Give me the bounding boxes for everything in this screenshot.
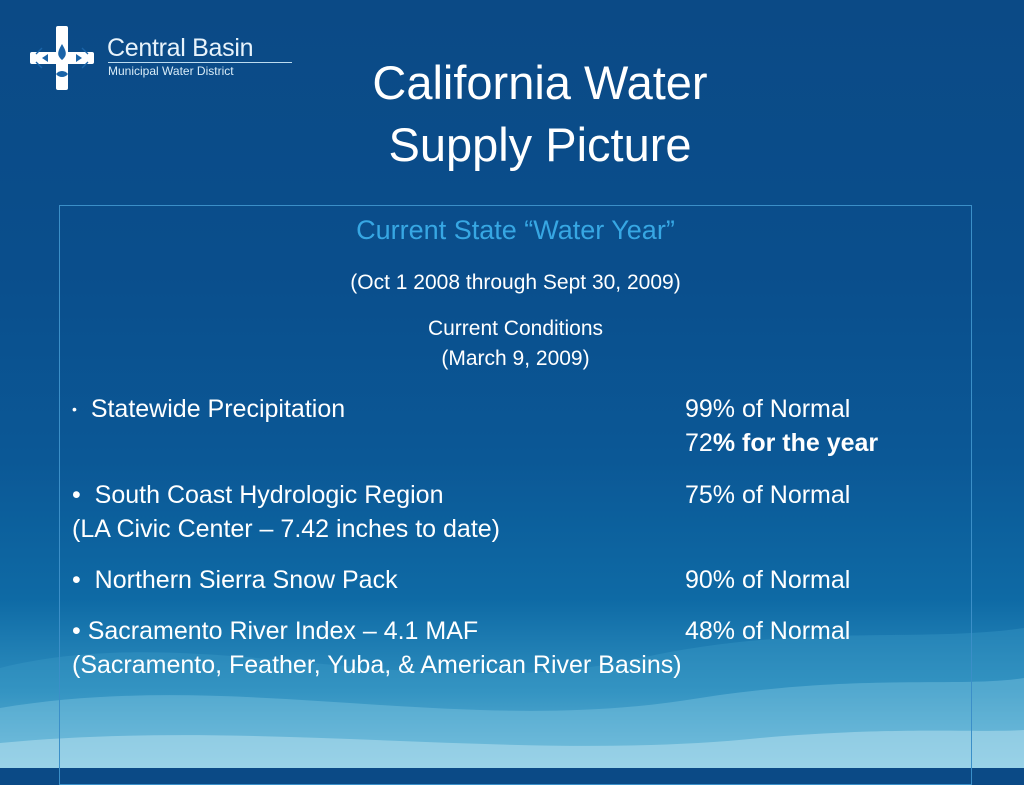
logo-divider: [108, 62, 292, 63]
list-item-value: 75% of Normal: [685, 481, 851, 509]
list-item-label: • Sacramento River Index – 4.1 MAF: [72, 617, 479, 645]
list-item-label: • Northern Sierra Snow Pack: [72, 566, 398, 594]
water-district-emblem-icon: [30, 26, 94, 90]
bullet-icon: •: [72, 617, 81, 645]
slide-title-line-1: California Water: [372, 56, 708, 109]
district-logo: Central Basin Municipal Water District: [28, 22, 292, 94]
water-year-period: (Oct 1 2008 through Sept 30, 2009): [350, 271, 681, 294]
list-item-note: (Sacramento, Feather, Yuba, & American R…: [72, 651, 682, 679]
list-item-value: 48% of Normal: [685, 617, 851, 645]
logo-subtitle: Municipal Water District: [108, 64, 234, 78]
list-item-note: (LA Civic Center – 7.42 inches to date): [72, 515, 501, 543]
bullet-icon: •: [72, 401, 77, 417]
list-item-value: 90% of Normal: [685, 566, 851, 594]
conditions-date: (March 9, 2009): [441, 347, 590, 370]
bullet-icon: •: [72, 481, 81, 509]
slide-title-line-2: Supply Picture: [388, 118, 692, 171]
list-item-label: • Statewide Precipitation: [72, 395, 346, 423]
logo-name: Central Basin: [107, 34, 254, 62]
bullet-icon: •: [72, 566, 81, 594]
panel-heading: Current State “Water Year”: [356, 215, 675, 245]
yearly-precipitation-value: 72% for the year: [685, 429, 879, 457]
water-wave-decoration: [0, 628, 1024, 768]
list-item-label: • South Coast Hydrologic Region: [72, 481, 444, 509]
list-item-value: 99% of Normal: [685, 395, 851, 423]
slide-title: California Water Supply Picture: [260, 52, 820, 176]
conditions-label: Current Conditions: [427, 317, 604, 340]
